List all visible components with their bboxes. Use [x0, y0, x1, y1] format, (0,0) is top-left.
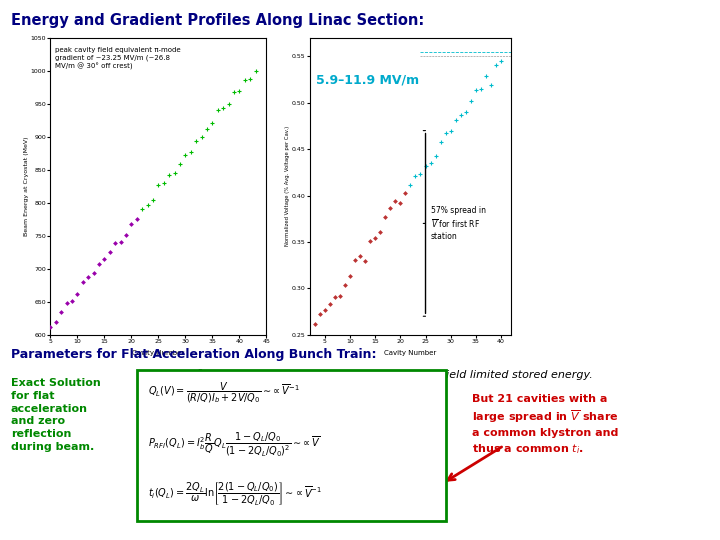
X-axis label: Cavity Number: Cavity Number: [384, 349, 436, 355]
Point: [120, 230, 132, 239]
Point: [83, 273, 94, 281]
Point: [400, 188, 411, 197]
Point: [109, 239, 121, 248]
Point: [153, 181, 164, 190]
Y-axis label: Beam Energy at Cryostat (MeV): Beam Energy at Cryostat (MeV): [24, 137, 30, 236]
Point: [212, 106, 223, 114]
Point: [228, 88, 240, 97]
Point: [136, 204, 148, 213]
Point: [430, 152, 441, 160]
Text: Parameters for Flat Acceleration Along Bunch Train:: Parameters for Flat Acceleration Along B…: [11, 348, 377, 361]
Point: [174, 159, 186, 168]
Point: [190, 137, 202, 145]
Point: [94, 259, 105, 268]
Point: [339, 280, 351, 289]
Text: 5.9–11.9 MV/m: 5.9–11.9 MV/m: [315, 73, 419, 86]
Point: [334, 292, 346, 301]
Text: Energy and Gradient Profiles Along Linac Section:: Energy and Gradient Profiles Along Linac…: [11, 14, 424, 29]
Text: peak cavity field equivalent π-mode
gradient of ~23.25 MV/m (~26.8
MV/m @ 30° of: peak cavity field equivalent π-mode grad…: [55, 46, 180, 70]
Text: 57% spread in
$\overline{V}$ for first RF
station: 57% spread in $\overline{V}$ for first R…: [431, 206, 485, 241]
Point: [384, 203, 396, 212]
Point: [405, 181, 416, 190]
Point: [445, 126, 456, 135]
Point: [475, 85, 487, 93]
Point: [450, 116, 462, 124]
Point: [126, 220, 138, 229]
Text: $R\,/\,Q = \dfrac{V^2}{\omega U} \propto \overline{V}^2$: $R\,/\,Q = \dfrac{V^2}{\omega U} \propto…: [144, 367, 236, 397]
Point: [485, 80, 497, 89]
Point: [435, 137, 446, 146]
Point: [207, 119, 218, 127]
Point: [309, 320, 320, 329]
Point: [163, 171, 175, 180]
Point: [410, 171, 421, 180]
Y-axis label: Normalized Voltage (% Avg. Voltage per Cav.): Normalized Voltage (% Avg. Voltage per C…: [285, 126, 290, 246]
Point: [55, 308, 67, 317]
X-axis label: Cavity Number: Cavity Number: [132, 349, 184, 355]
Point: [217, 104, 229, 112]
Point: [344, 272, 356, 280]
Point: [359, 256, 371, 265]
Point: [223, 100, 235, 109]
Text: But 21 cavities with a
large spread in $\overline{V}$ share
a common klystron an: But 21 cavities with a large spread in $…: [472, 394, 618, 456]
Point: [480, 72, 492, 80]
Point: [250, 66, 261, 75]
Point: [455, 111, 467, 120]
Text: $Q_L(V) = \dfrac{V}{(R/Q)I_b + 2V/Q_0} \sim\!\propto \overline{V}^{-1}$: $Q_L(V) = \dfrac{V}{(R/Q)I_b + 2V/Q_0} \…: [148, 381, 300, 406]
Point: [244, 75, 256, 84]
Point: [104, 248, 115, 256]
Point: [490, 60, 502, 69]
Point: [233, 87, 245, 96]
Point: [179, 151, 191, 159]
Point: [319, 305, 330, 314]
Point: [329, 293, 341, 302]
Point: [390, 197, 401, 205]
Point: [66, 296, 78, 305]
Point: [239, 76, 251, 85]
Point: [314, 309, 325, 318]
Text: Exact Solution
for flat
acceleration
and zero
reflection
during beam.: Exact Solution for flat acceleration and…: [11, 378, 101, 452]
Point: [495, 56, 507, 65]
Point: [369, 234, 381, 242]
Point: [168, 168, 180, 177]
Text: $P_{RFI}(Q_L) = I_b^2 \dfrac{R}{Q} Q_L \dfrac{1-Q_L/Q_0}{(1-2Q_L/Q_0)^2} \sim\!\: $P_{RFI}(Q_L) = I_b^2 \dfrac{R}{Q} Q_L \…: [148, 430, 320, 458]
Point: [88, 269, 99, 278]
Point: [147, 195, 158, 204]
Point: [420, 162, 431, 171]
Point: [465, 97, 477, 106]
Point: [354, 252, 366, 261]
Point: [395, 199, 406, 207]
Point: [425, 158, 436, 167]
Point: [470, 86, 482, 94]
Text: for constant, cavity field limited stored energy.: for constant, cavity field limited store…: [331, 370, 593, 380]
Point: [460, 108, 472, 117]
Point: [379, 213, 391, 222]
Point: [202, 125, 213, 133]
Point: [158, 179, 170, 187]
Point: [131, 214, 143, 223]
Point: [61, 299, 72, 307]
Point: [349, 255, 361, 264]
Point: [196, 132, 207, 141]
Point: [115, 238, 127, 246]
Point: [415, 170, 426, 179]
Point: [45, 322, 56, 331]
Point: [364, 237, 376, 246]
Point: [440, 128, 451, 137]
Point: [142, 201, 153, 210]
Point: [185, 147, 197, 156]
Point: [77, 278, 89, 286]
Text: $t_i(Q_L) = \dfrac{2Q_L}{\omega} \ln\!\left[\dfrac{2(1-Q_L/Q_0)}{1-2Q_L/Q_0}\rig: $t_i(Q_L) = \dfrac{2Q_L}{\omega} \ln\!\l…: [148, 481, 322, 508]
Point: [374, 228, 386, 237]
Point: [99, 255, 110, 264]
Point: [324, 299, 336, 308]
Point: [72, 289, 84, 298]
Point: [50, 317, 62, 326]
